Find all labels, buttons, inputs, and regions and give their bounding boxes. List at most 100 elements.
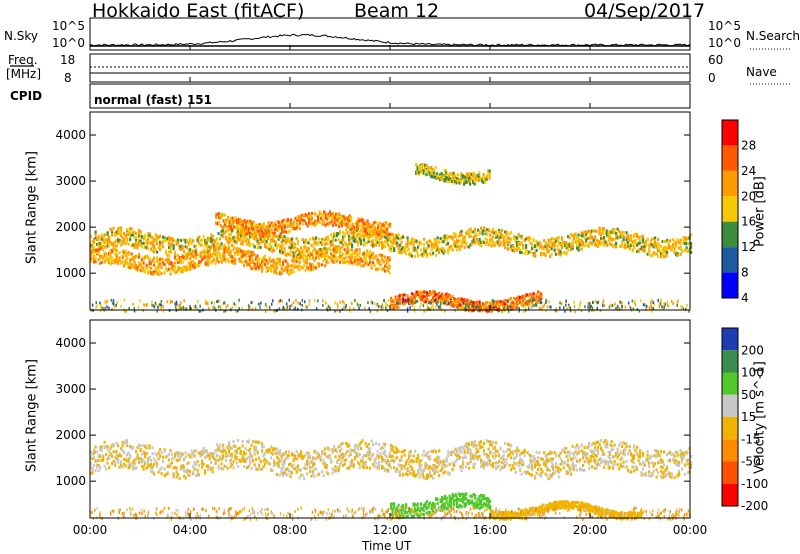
heatmap-cell bbox=[403, 293, 406, 297]
heatmap-cell bbox=[457, 173, 460, 177]
heatmap-cell bbox=[231, 455, 234, 459]
heatmap-cell bbox=[442, 295, 445, 299]
heatmap-cell bbox=[276, 271, 279, 275]
heatmap-cell bbox=[292, 264, 295, 268]
heatmap-cell bbox=[349, 237, 352, 241]
heatmap-cell bbox=[586, 230, 589, 234]
heatmap-cell bbox=[359, 230, 362, 234]
heatmap-cell bbox=[120, 260, 123, 264]
heatmap-cell bbox=[145, 267, 148, 271]
heatmap-cell bbox=[267, 229, 270, 233]
heatmap-cell bbox=[385, 306, 387, 310]
heatmap-cell bbox=[286, 239, 289, 243]
heatmap-cell bbox=[130, 266, 133, 270]
heatmap-cell bbox=[251, 301, 253, 305]
heatmap-cell bbox=[262, 240, 265, 244]
heatmap-cell bbox=[118, 258, 121, 262]
heatmap-cell bbox=[481, 302, 484, 306]
heatmap-cell bbox=[210, 461, 213, 465]
heatmap-cell bbox=[567, 244, 570, 247]
heatmap-cell bbox=[208, 259, 211, 263]
heatmap-cell bbox=[174, 465, 177, 469]
heatmap-cell bbox=[448, 175, 451, 178]
heatmap-cell bbox=[445, 171, 448, 175]
heatmap-cell bbox=[420, 293, 423, 297]
heatmap-cell bbox=[296, 226, 299, 229]
heatmap-cell bbox=[372, 261, 375, 265]
heatmap-cell bbox=[611, 304, 614, 308]
heatmap-cell bbox=[634, 239, 637, 243]
heatmap-cell bbox=[360, 242, 363, 246]
heatmap-cell bbox=[472, 174, 475, 177]
heatmap-cell bbox=[558, 252, 561, 256]
heatmap-cell bbox=[132, 460, 135, 464]
heatmap-cell bbox=[274, 235, 277, 238]
heatmap-cell bbox=[90, 456, 93, 460]
heatmap-cell bbox=[267, 448, 270, 452]
heatmap-cell bbox=[236, 218, 239, 222]
heatmap-cell bbox=[295, 298, 297, 302]
heatmap-cell bbox=[265, 259, 268, 263]
heatmap-cell bbox=[372, 253, 375, 257]
heatmap-cell bbox=[277, 237, 280, 241]
heatmap-cell bbox=[261, 467, 264, 471]
freq-label: Freq. bbox=[8, 53, 38, 67]
heatmap-cell bbox=[301, 303, 303, 307]
heatmap-cell bbox=[346, 230, 349, 234]
heatmap-cell bbox=[344, 306, 347, 309]
heatmap-cell bbox=[246, 440, 249, 444]
heatmap-cell bbox=[309, 257, 312, 260]
heatmap-cell bbox=[225, 220, 228, 223]
heatmap-cell bbox=[169, 272, 172, 276]
heatmap-cell bbox=[412, 241, 415, 245]
heatmap-cell bbox=[457, 239, 460, 243]
heatmap-cell bbox=[663, 240, 666, 243]
heatmap-cell bbox=[663, 255, 666, 259]
heatmap-cell bbox=[133, 262, 136, 266]
heatmap-cell bbox=[416, 165, 419, 169]
heatmap-cell bbox=[308, 214, 311, 218]
heatmap-cell bbox=[141, 460, 144, 464]
heatmap-cell bbox=[345, 243, 348, 247]
heatmap-cell bbox=[352, 235, 355, 239]
heatmap-cell bbox=[651, 309, 653, 313]
heatmap-cell bbox=[254, 224, 257, 228]
heatmap-cell bbox=[127, 232, 130, 236]
heatmap-cell bbox=[364, 256, 367, 260]
heatmap-cell bbox=[654, 251, 657, 255]
heatmap-cell bbox=[175, 470, 178, 474]
heatmap-cell bbox=[255, 234, 258, 238]
heatmap-cell bbox=[115, 303, 117, 307]
heatmap-cell bbox=[252, 230, 255, 234]
heatmap-cell bbox=[547, 243, 550, 247]
heatmap-cell bbox=[369, 255, 372, 259]
heatmap-cell bbox=[343, 257, 346, 261]
heatmap-cell bbox=[290, 223, 293, 227]
heatmap-cell bbox=[436, 176, 439, 180]
heatmap-cell bbox=[487, 229, 490, 233]
heatmap-cell bbox=[472, 180, 475, 184]
heatmap-cell bbox=[255, 225, 258, 229]
heatmap-cell bbox=[323, 219, 326, 223]
heatmap-cell bbox=[378, 267, 381, 271]
heatmap-cell bbox=[505, 305, 508, 309]
heatmap-cell bbox=[172, 247, 175, 251]
heatmap-cell bbox=[166, 472, 169, 476]
power-colorbar-tick: 28 bbox=[741, 138, 756, 152]
heatmap-cell bbox=[619, 300, 622, 304]
heatmap-cell bbox=[236, 227, 239, 231]
heatmap-cell bbox=[613, 244, 616, 248]
heatmap-cell bbox=[478, 232, 481, 236]
heatmap-cell bbox=[363, 222, 366, 226]
heatmap-cell bbox=[454, 235, 457, 239]
heatmap-cell bbox=[279, 299, 282, 303]
heatmap-cell bbox=[502, 305, 504, 309]
heatmap-cell bbox=[327, 304, 330, 308]
heatmap-cell bbox=[639, 241, 642, 245]
heatmap-cell bbox=[448, 245, 451, 249]
heatmap-cell bbox=[139, 447, 142, 451]
heatmap-cell bbox=[217, 448, 220, 452]
heatmap-cell bbox=[274, 262, 277, 266]
heatmap-cell bbox=[466, 229, 469, 233]
heatmap-cell bbox=[462, 240, 465, 243]
